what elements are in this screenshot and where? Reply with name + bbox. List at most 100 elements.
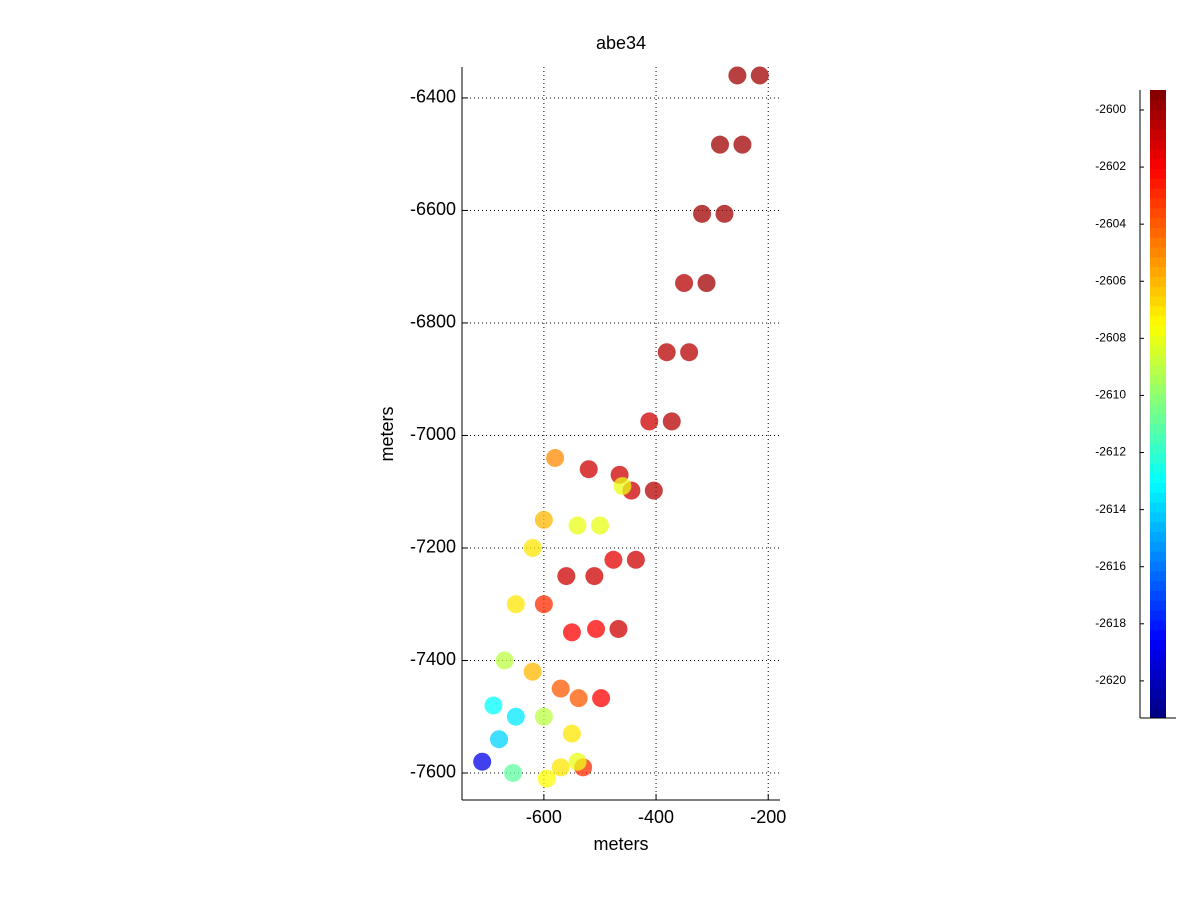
colorbar-cell	[1150, 90, 1166, 101]
point	[662, 412, 681, 431]
point	[551, 679, 570, 698]
colorbar-cell	[1150, 580, 1166, 591]
colorbar-tick-label: -2600	[1095, 102, 1126, 116]
colorbar-cell	[1150, 561, 1166, 572]
point	[609, 619, 628, 638]
colorbar-cell	[1150, 325, 1166, 336]
point	[697, 274, 716, 293]
colorbar-tick-label: -2610	[1095, 388, 1126, 402]
point	[534, 510, 553, 529]
point	[562, 623, 581, 642]
colorbar-tick-label: -2620	[1095, 673, 1126, 687]
colorbar-cell	[1150, 462, 1166, 474]
point	[728, 66, 747, 85]
point	[568, 752, 587, 771]
point	[640, 412, 659, 431]
colorbar-cell	[1150, 659, 1166, 670]
colorbar-cell	[1150, 384, 1166, 395]
colorbar-cell	[1150, 315, 1166, 326]
x-tick-label: -400	[638, 807, 674, 827]
colorbar-cell	[1150, 708, 1166, 719]
x-tick-label: -200	[750, 807, 786, 827]
point	[587, 619, 606, 638]
colorbar-cell	[1150, 472, 1166, 483]
colorbar-cell	[1150, 423, 1166, 434]
colorbar-cell	[1150, 286, 1166, 297]
colorbar-cell	[1150, 207, 1166, 219]
colorbar-cell	[1150, 551, 1166, 562]
colorbar-cell	[1150, 148, 1166, 160]
chart-title: abe34	[596, 33, 646, 53]
colorbar-cell	[1150, 668, 1166, 680]
colorbar-cell	[1150, 698, 1166, 709]
point	[715, 204, 734, 223]
point	[680, 343, 699, 362]
point	[534, 707, 553, 726]
colorbar-cell	[1150, 541, 1166, 552]
point	[495, 651, 514, 670]
colorbar-cell	[1150, 197, 1166, 209]
colorbar-cell	[1150, 247, 1166, 258]
colorbar-cell	[1150, 492, 1166, 503]
point	[613, 477, 632, 496]
colorbar-cell	[1150, 482, 1166, 493]
colorbar-cell	[1150, 364, 1166, 376]
colorbar-cell	[1150, 629, 1166, 640]
colorbar-cell	[1150, 404, 1166, 415]
point	[585, 567, 604, 586]
colorbar-cell	[1150, 109, 1166, 120]
colorbar-cell	[1150, 619, 1166, 631]
point	[590, 516, 609, 535]
colorbar-cell	[1150, 168, 1166, 179]
x-axis-label: meters	[593, 834, 648, 854]
y-tick-label: -7400	[410, 649, 456, 669]
colorbar-cell	[1150, 610, 1166, 621]
point	[710, 135, 729, 154]
point	[523, 538, 542, 557]
point	[473, 752, 492, 771]
x-tick-label: -600	[526, 807, 562, 827]
point	[657, 343, 676, 362]
y-tick-label: -7000	[410, 424, 456, 444]
point	[626, 550, 645, 569]
point	[733, 135, 752, 154]
point	[534, 595, 553, 614]
colorbar-cell	[1150, 374, 1166, 385]
colorbar-cell	[1150, 502, 1166, 513]
y-tick-label: -6800	[410, 312, 456, 332]
colorbar-cell	[1150, 188, 1166, 199]
colorbar-cell	[1150, 217, 1166, 228]
colorbar-tick-label: -2612	[1095, 445, 1126, 459]
y-tick-label: -7200	[410, 537, 456, 557]
colorbar-cell	[1150, 511, 1166, 523]
colorbar-cell	[1150, 345, 1166, 356]
point	[490, 730, 509, 749]
colorbar-cell	[1150, 266, 1166, 277]
point	[569, 689, 588, 708]
colorbar-cell	[1150, 227, 1166, 238]
point	[506, 595, 525, 614]
colorbar-tick-label: -2602	[1095, 159, 1126, 173]
point	[546, 448, 565, 467]
colorbar-cell	[1150, 590, 1166, 601]
y-axis-label: meters	[377, 406, 397, 461]
colorbar-cell	[1150, 178, 1166, 189]
colorbar-cell	[1150, 296, 1166, 307]
colorbar-cell	[1150, 531, 1166, 542]
colorbar-cell	[1150, 521, 1166, 533]
colorbar-cell	[1150, 433, 1166, 444]
colorbar-cell	[1150, 570, 1166, 582]
colorbar-cell	[1150, 139, 1166, 150]
point	[675, 274, 694, 293]
point	[504, 763, 523, 782]
colorbar-cell	[1150, 413, 1166, 425]
colorbar-cell	[1150, 119, 1166, 130]
colorbar-cell	[1150, 600, 1166, 611]
point	[484, 696, 503, 715]
y-tick-label: -6400	[410, 87, 456, 107]
colorbar-cell	[1150, 394, 1166, 405]
point	[568, 516, 587, 535]
point	[644, 481, 663, 500]
point	[557, 567, 576, 586]
